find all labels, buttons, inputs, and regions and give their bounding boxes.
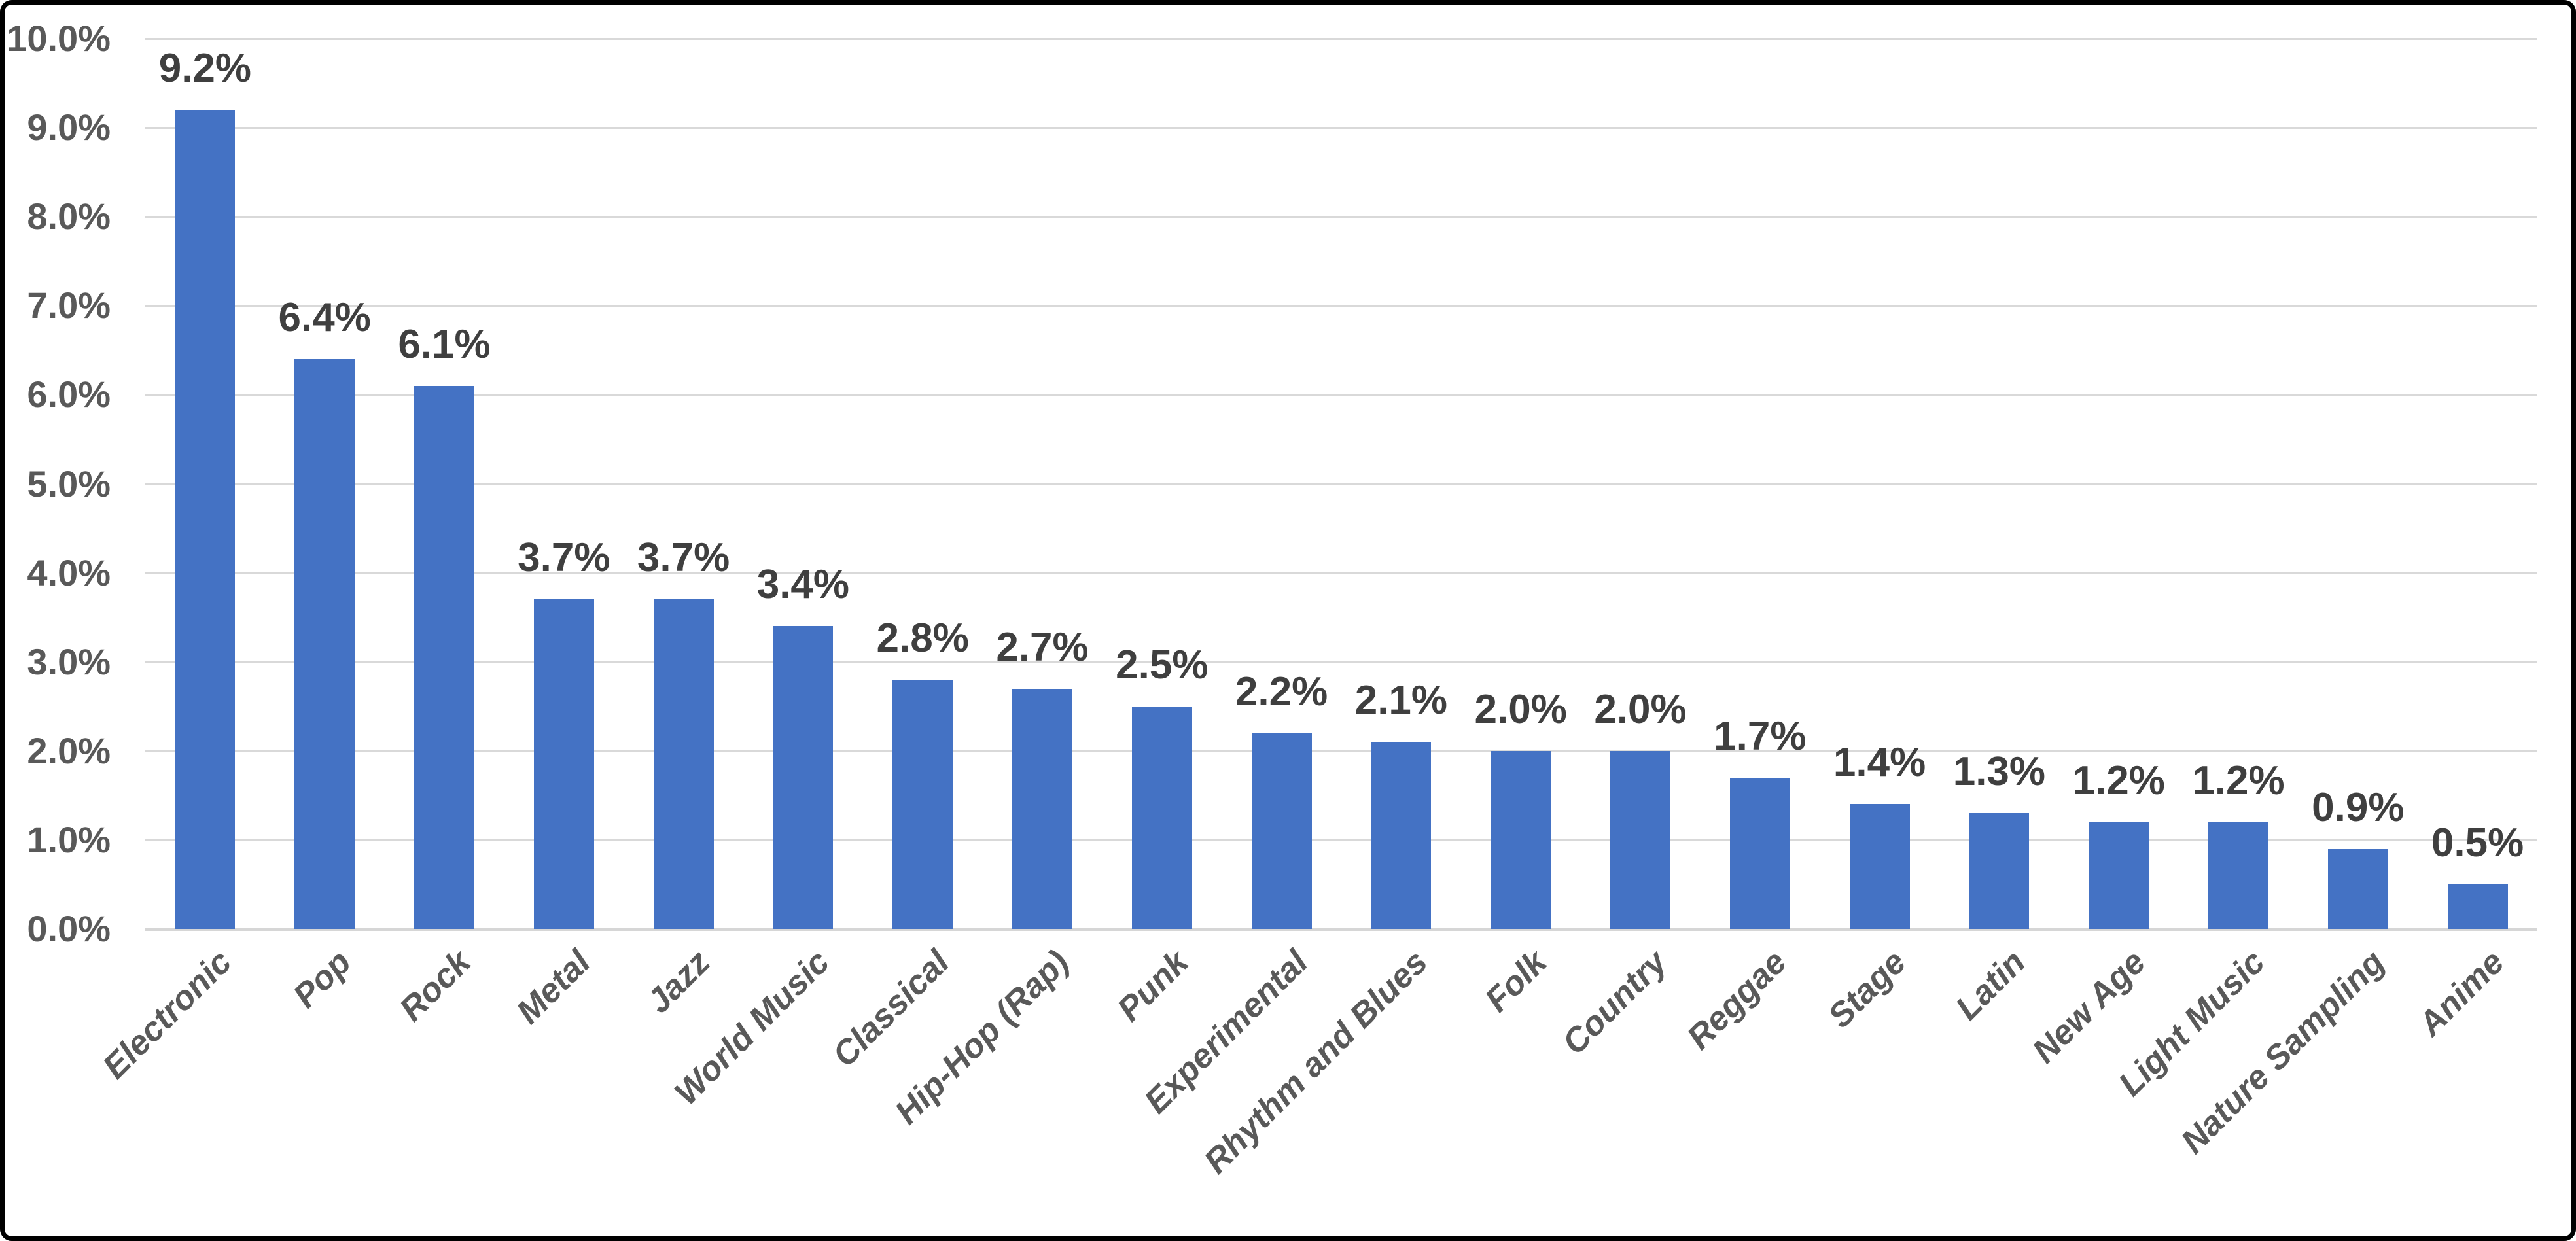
bar-value-label: 3.7% <box>637 535 730 581</box>
bar-value-label: 0.9% <box>2312 784 2405 830</box>
bar-value-label: 0.5% <box>2431 820 2524 865</box>
x-axis-baseline <box>145 928 2537 931</box>
y-tick-label: 4.0% <box>27 551 111 593</box>
bar <box>1969 813 2030 929</box>
y-tick-label: 0.0% <box>27 908 111 949</box>
plot-gridline <box>145 127 2537 130</box>
category-label: Metal <box>509 943 598 1032</box>
plot-gridline <box>145 305 2537 307</box>
bar <box>2089 822 2149 929</box>
y-tick-label: 2.0% <box>27 729 111 771</box>
category-label: New Age <box>2024 943 2153 1071</box>
bar-value-label: 6.4% <box>278 294 371 340</box>
category-label: Country <box>1555 943 1674 1062</box>
category-label: Nature Sampling <box>2174 943 2392 1161</box>
y-tick-label: 3.0% <box>27 640 111 682</box>
bar-value-label: 2.1% <box>1354 678 1448 724</box>
bar-value-label: 2.8% <box>876 615 969 661</box>
y-tick-label: 9.0% <box>27 107 111 149</box>
category-label: Classical <box>825 943 957 1075</box>
category-label: Rhythm and Blues <box>1197 943 1436 1181</box>
y-tick-label: 10.0% <box>7 18 111 59</box>
category-label: Rock <box>392 943 478 1029</box>
y-tick-label: 1.0% <box>27 818 111 860</box>
bar-value-label: 1.4% <box>1833 740 1926 786</box>
category-label: Reggae <box>1680 943 1794 1057</box>
bar <box>175 109 236 929</box>
bar <box>2327 848 2388 929</box>
bar <box>1251 733 1312 929</box>
category-label: Latin <box>1949 943 2034 1028</box>
bar <box>1491 750 1551 929</box>
plot-area: 0.0% 1.0% 2.0% 3.0% 4.0% 5.0% 6.0% 7.0% 8.0% 9.0%… <box>5 5 2571 1236</box>
bar <box>1371 742 1432 929</box>
bar-value-label: 1.3% <box>1952 749 2046 795</box>
y-tick-label: 6.0% <box>27 374 111 415</box>
bar <box>773 626 834 929</box>
bar <box>2208 822 2268 929</box>
bar <box>1610 750 1670 929</box>
bar <box>294 358 355 929</box>
bar <box>533 599 594 929</box>
bar-value-label: 1.7% <box>1714 713 1807 759</box>
bar-value-label: 1.2% <box>2072 758 2165 803</box>
plot-gridline <box>145 216 2537 218</box>
bar-value-label: 9.2% <box>158 45 252 91</box>
bar <box>892 679 953 929</box>
bar <box>414 385 474 929</box>
bar <box>653 599 714 929</box>
plot-gridline <box>145 483 2537 485</box>
category-label: Pop <box>286 943 359 1016</box>
y-tick-label: 7.0% <box>27 285 111 326</box>
category-label: Folk <box>1478 943 1555 1020</box>
category-label: Stage <box>1821 943 1914 1036</box>
y-tick-label: 8.0% <box>27 196 111 237</box>
bar-value-label: 6.1% <box>398 321 491 367</box>
category-label: Punk <box>1110 943 1196 1029</box>
category-label: Electronic <box>96 943 239 1087</box>
bar-value-label: 3.7% <box>518 535 610 581</box>
y-tick-label: 5.0% <box>27 463 111 504</box>
plot-gridline <box>145 661 2537 663</box>
plot-gridline <box>145 38 2537 40</box>
bar <box>1131 706 1192 929</box>
bar <box>1849 804 1910 929</box>
plot-gridline <box>145 572 2537 574</box>
bar-value-label: 2.0% <box>1594 686 1687 732</box>
bar-value-label: 2.0% <box>1474 686 1567 732</box>
bar-value-label: 2.5% <box>1116 642 1209 688</box>
plot-gridline <box>145 394 2537 396</box>
plot-gridline <box>145 750 2537 752</box>
bar <box>2447 884 2508 929</box>
plot-gridline <box>145 839 2537 841</box>
category-label: Jazz <box>639 943 718 1021</box>
bar-value-label: 2.7% <box>996 624 1089 670</box>
bar-value-label: 2.2% <box>1235 669 1328 714</box>
bar <box>1729 777 1790 929</box>
bar-value-label: 3.4% <box>756 562 850 608</box>
bar-value-label: 1.2% <box>2192 758 2285 803</box>
category-label: Anime <box>2410 943 2512 1043</box>
bar <box>1012 688 1072 929</box>
